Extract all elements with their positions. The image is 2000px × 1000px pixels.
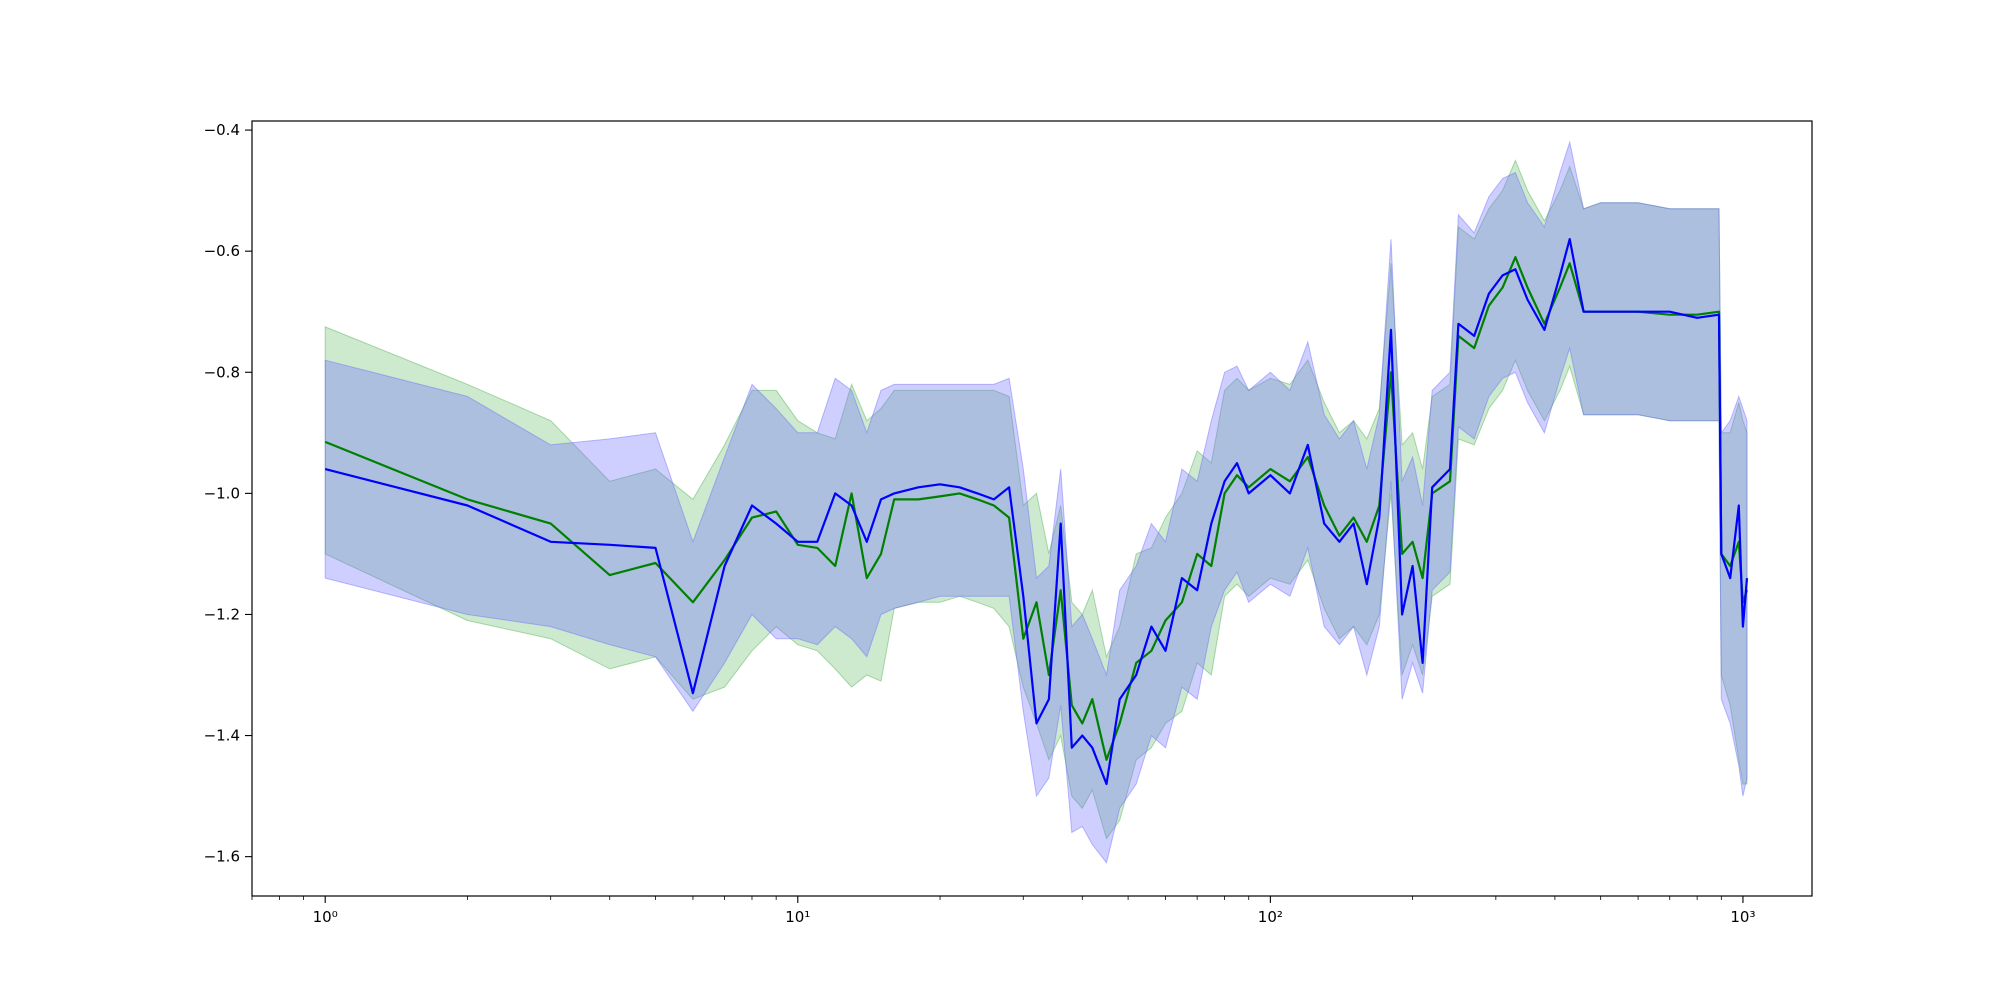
series-lines [324,238,1749,786]
y-tick-label: −1.0 [204,484,240,502]
series-2-line [324,238,1749,786]
y-tick-label: −1.6 [204,848,240,866]
plot-area-frame [251,120,1813,897]
x-tick-label: 10² [1258,908,1283,926]
x-axis: 10⁰ 10¹ 10² 10³ [251,896,1755,926]
y-tick-label: −0.8 [204,363,240,381]
y-tick-label: −0.4 [204,121,240,139]
x-tick-label: 10¹ [785,908,810,926]
y-tick-label: −0.6 [204,242,240,260]
y-axis: −0.4 −0.6 −0.8 −1.0 −1.2 −1.4 −1.6 [204,121,252,866]
series-1-line [324,256,1749,761]
series-2-band [324,140,1748,864]
x-tick-label: 10³ [1730,908,1755,926]
x-tick-label: 10⁰ [313,908,338,926]
y-tick-label: −1.4 [204,727,240,745]
y-tick-label: −1.2 [204,605,240,623]
